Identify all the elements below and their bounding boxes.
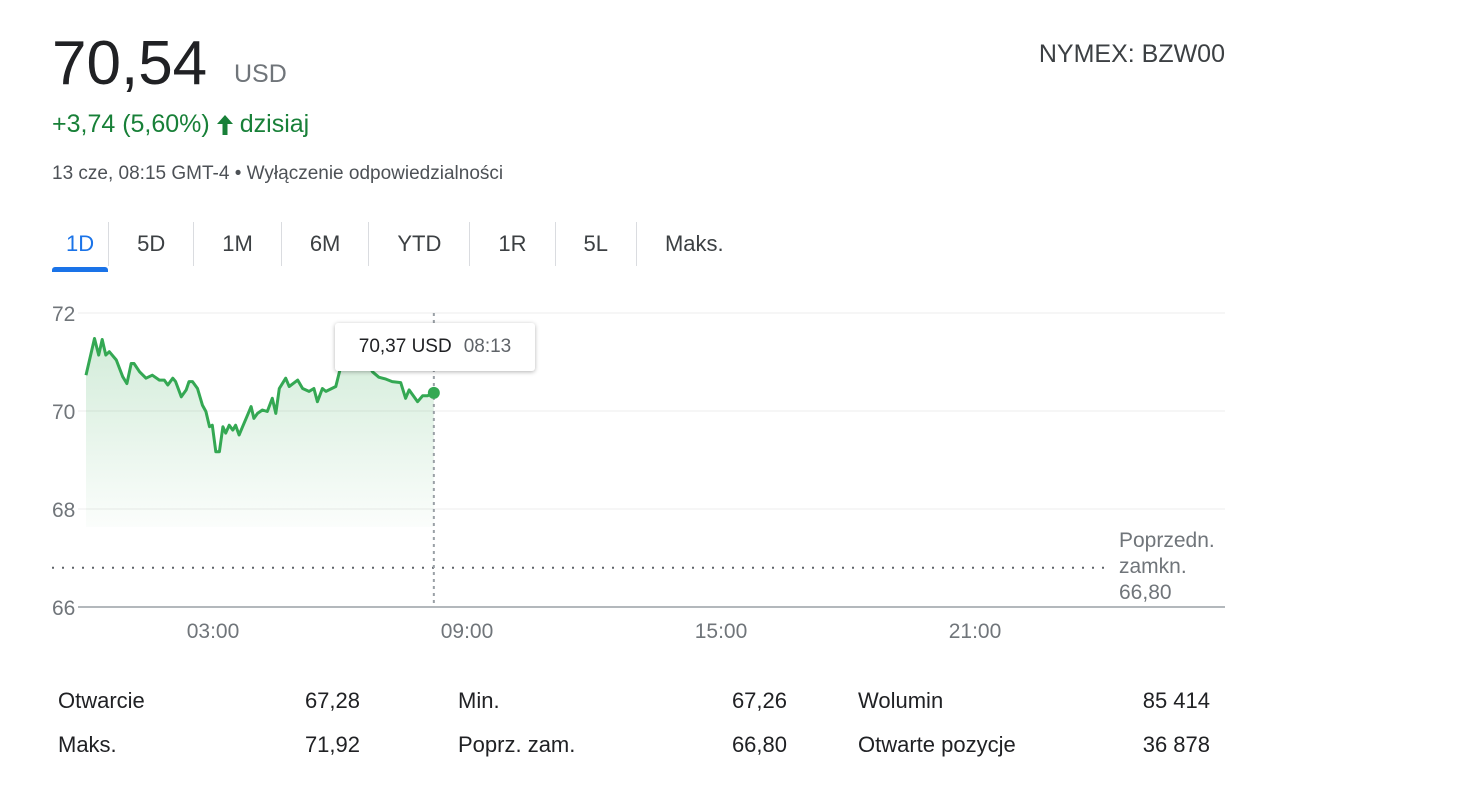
range-tabs: 1D 5D 1M 6M YTD 1R 5L Maks. [52,222,752,272]
disclaimer-link[interactable]: Wyłączenie odpowiedzialności [246,163,504,184]
y-tick-label: 66 [52,597,75,620]
y-tick-label: 70 [52,401,75,424]
previous-close-label-line2: zamkn. [1119,555,1187,578]
previous-close-label-line1: Poprzedn. [1119,529,1215,552]
stat-value: 36 878 [1142,732,1210,757]
stat-label: Otwarcie [58,688,145,713]
timestamp: 13 cze, 08:15 GMT-4 [52,163,230,184]
stat-value: 71,92 [304,732,360,757]
tab-5d[interactable]: 5D [109,222,195,266]
tab-ytd[interactable]: YTD [369,222,471,266]
y-tick-label: 72 [52,303,75,326]
x-tick-label: 15:00 [695,620,748,643]
change-value: +3,74 (5,60%) [52,110,210,138]
tooltip-value: 70,37 USD [358,336,452,357]
stat-value: 66,80 [731,732,787,757]
tab-1m[interactable]: 1M [194,222,282,266]
stat-value: 67,26 [731,688,787,713]
stat-label: Poprz. zam. [458,732,576,757]
stat-label: Wolumin [858,688,944,713]
arrow-up-icon [216,114,233,135]
tab-6m[interactable]: 6M [282,222,370,266]
separator: • [234,163,242,184]
stat-value: 85 414 [1142,688,1210,713]
price-change: +3,74 (5,60%) dzisiaj [52,110,309,139]
y-tick-label: 68 [52,499,75,522]
stat-label: Min. [458,688,500,713]
x-tick-label: 09:00 [441,620,494,643]
x-tick-label: 03:00 [187,620,240,643]
current-point-marker [427,386,440,399]
previous-close-value: 66,80 [1119,581,1172,604]
currency: USD [234,60,287,88]
tab-1r[interactable]: 1R [470,222,556,266]
x-tick-label: 21:00 [949,620,1002,643]
tab-1d[interactable]: 1D [52,222,110,272]
stat-label: Otwarte pozycje [858,732,1016,757]
stat-value: 67,28 [304,688,360,713]
timestamp-line: 13 cze, 08:15 GMT-4 • Wyłączenie odpowie… [52,163,503,185]
tab-5l[interactable]: 5L [556,222,637,266]
stat-label: Maks. [58,732,117,757]
chart-area-fill [86,338,434,527]
chart-tooltip: 70,37 USD 08:13 [335,323,535,371]
price-chart[interactable]: 72 70 68 66 03:00 09:00 15:00 21:00 [0,290,1462,660]
previous-close-label: Poprzedn. zamkn. 66,80 [1119,528,1215,606]
change-period: dzisiaj [239,110,310,138]
tab-max[interactable]: Maks. [664,231,724,256]
exchange-ticker: NYMEX: BZW00 [1038,40,1225,68]
current-price: 70,54 [52,29,208,98]
tooltip-time: 08:13 [463,336,512,357]
